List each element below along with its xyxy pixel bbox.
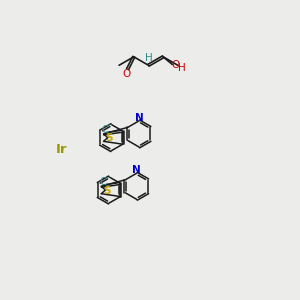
Text: H: H bbox=[178, 63, 185, 73]
Text: Ir: Ir bbox=[56, 143, 67, 157]
Text: ⁻: ⁻ bbox=[107, 122, 112, 131]
Text: O: O bbox=[171, 60, 180, 70]
Text: C: C bbox=[101, 125, 109, 135]
Text: H: H bbox=[145, 53, 152, 63]
Text: O: O bbox=[123, 69, 131, 79]
Text: N: N bbox=[135, 113, 143, 123]
Text: ⁻: ⁻ bbox=[105, 175, 110, 184]
Text: N: N bbox=[132, 165, 141, 175]
Text: S: S bbox=[103, 186, 111, 196]
Text: C: C bbox=[99, 177, 106, 188]
Text: S: S bbox=[106, 134, 113, 143]
